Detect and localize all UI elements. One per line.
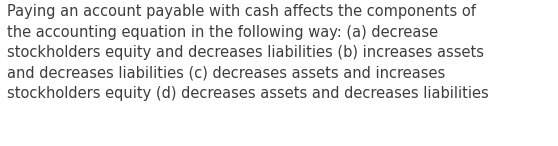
Text: Paying an account payable with cash affects the components of
the accounting equ: Paying an account payable with cash affe…: [7, 4, 488, 101]
